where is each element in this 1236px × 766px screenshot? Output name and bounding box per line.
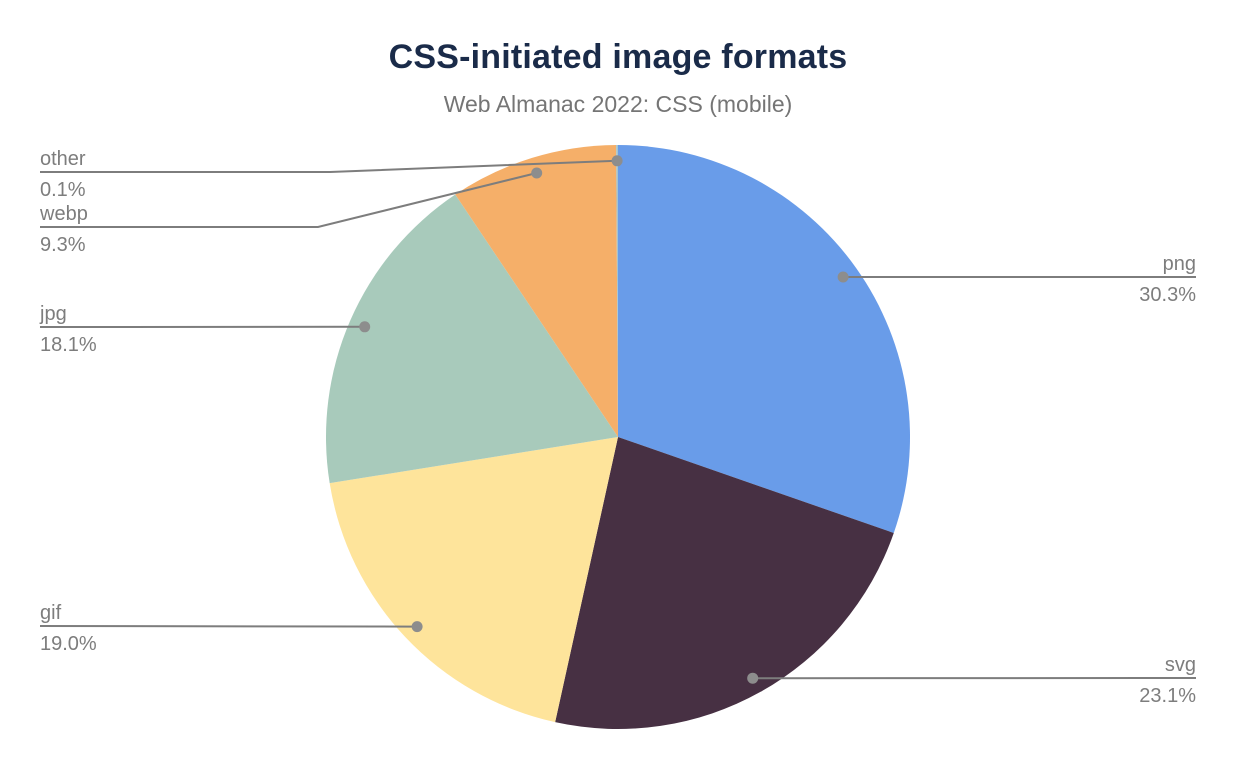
leader-line-webp bbox=[40, 172, 537, 228]
pie-slice-jpg bbox=[325, 194, 618, 484]
leader-line-other bbox=[40, 159, 618, 173]
pie-slice-webp bbox=[455, 145, 618, 437]
slice-value-label: 30.3% bbox=[1139, 284, 1196, 306]
slice-callout-svg: svg 23.1% bbox=[1139, 653, 1196, 708]
slice-value-label: 0.1% bbox=[40, 179, 86, 201]
slice-name-label: webp bbox=[40, 203, 88, 225]
slice-name-label: other bbox=[40, 148, 86, 170]
slice-name-label: gif bbox=[40, 602, 62, 624]
leader-dot-svg bbox=[747, 672, 759, 684]
slice-value-label: 23.1% bbox=[1139, 685, 1196, 707]
slice-name-label: jpg bbox=[40, 303, 67, 325]
leader-dot-other bbox=[611, 155, 623, 167]
slice-callout-other: other 0.1% bbox=[40, 147, 86, 202]
leader-dot-gif bbox=[411, 621, 423, 633]
slice-callout-png: png 30.3% bbox=[1139, 252, 1196, 307]
leader-dot-png bbox=[837, 271, 849, 283]
pie-slice-gif bbox=[329, 437, 618, 723]
leader-dot-webp bbox=[531, 167, 543, 179]
slice-value-label: 19.0% bbox=[40, 633, 97, 655]
pie-slice-png bbox=[618, 145, 911, 533]
pie-slice-svg bbox=[555, 437, 894, 729]
slice-name-label: png bbox=[1162, 253, 1196, 275]
slice-name-label: svg bbox=[1164, 654, 1196, 676]
chart-title: CSS-initiated image formats bbox=[388, 38, 848, 76]
leader-dot-jpg bbox=[359, 321, 371, 333]
slice-callout-jpg: jpg 18.1% bbox=[40, 302, 97, 357]
slice-callout-gif: gif 19.0% bbox=[40, 601, 97, 656]
slice-callout-webp: webp 9.3% bbox=[40, 202, 88, 257]
slice-value-label: 18.1% bbox=[40, 334, 97, 356]
leader-line-gif bbox=[39, 625, 418, 628]
chart-subtitle: Web Almanac 2022: CSS (mobile) bbox=[443, 91, 793, 117]
pie-slice-other bbox=[616, 145, 618, 437]
slice-value-label: 9.3% bbox=[40, 234, 86, 256]
